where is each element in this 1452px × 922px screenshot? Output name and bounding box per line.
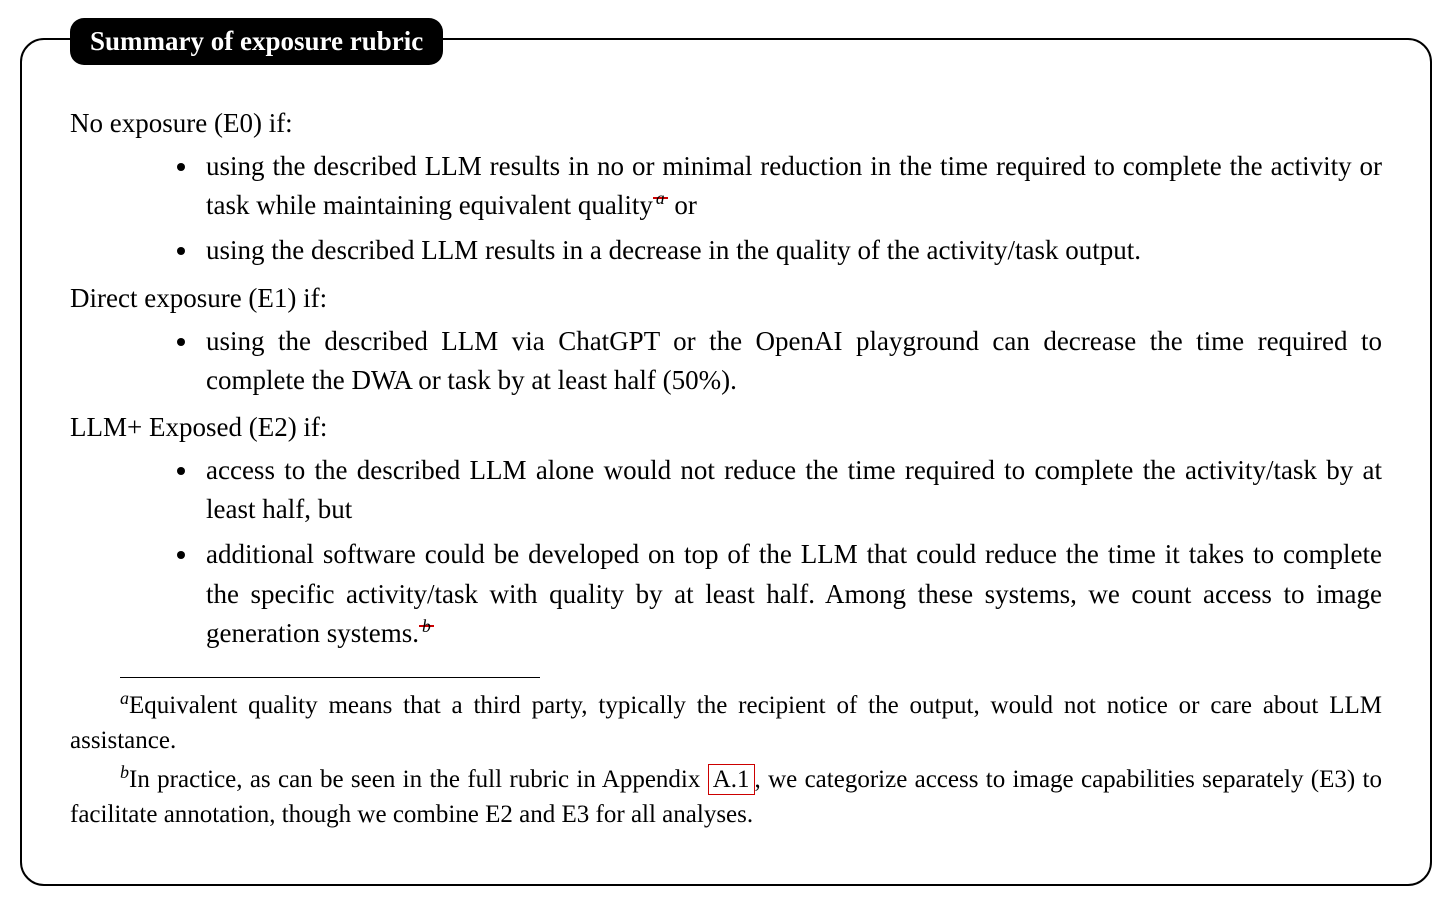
rubric-content: No exposure (E0) if: using the described… xyxy=(70,104,1382,832)
e1-bullets: using the described LLM via ChatGPT or t… xyxy=(70,322,1382,400)
e1-heading: Direct exposure (E1) if: xyxy=(70,279,1382,318)
footnote-marker: a xyxy=(70,688,129,708)
appendix-ref[interactable]: A.1 xyxy=(708,764,755,796)
bullet-text: access to the described LLM alone would … xyxy=(206,455,1382,524)
list-item: additional software could be developed o… xyxy=(200,535,1382,652)
bullet-text: using the described LLM results in no or… xyxy=(206,151,1382,220)
e2-bullets: access to the described LLM alone would … xyxy=(70,451,1382,653)
footnote-text-before: In practice, as can be seen in the full … xyxy=(129,766,708,793)
rubric-box: Summary of exposure rubric No exposure (… xyxy=(20,38,1432,886)
e0-bullets: using the described LLM results in no or… xyxy=(70,147,1382,270)
box-title: Summary of exposure rubric xyxy=(70,18,443,65)
bullet-text: using the described LLM results in a dec… xyxy=(206,235,1141,265)
list-item: using the described LLM results in no or… xyxy=(200,147,1382,225)
bullet-text: using the described LLM via ChatGPT or t… xyxy=(206,326,1382,395)
footnotes: aEquivalent quality means that a third p… xyxy=(70,688,1382,832)
footnote-b: bIn practice, as can be seen in the full… xyxy=(70,762,1382,832)
bullet-text-after: or xyxy=(668,190,697,220)
list-item: using the described LLM via ChatGPT or t… xyxy=(200,322,1382,400)
footnote-text: Equivalent quality means that a third pa… xyxy=(70,692,1382,754)
e2-heading: LLM+ Exposed (E2) if: xyxy=(70,408,1382,447)
footnote-divider xyxy=(120,677,540,678)
footnote-ref-a[interactable]: a xyxy=(653,197,668,199)
e0-heading: No exposure (E0) if: xyxy=(70,104,1382,143)
footnote-a: aEquivalent quality means that a third p… xyxy=(70,688,1382,758)
bullet-text: additional software could be developed o… xyxy=(206,539,1382,647)
footnote-marker: b xyxy=(70,762,129,782)
list-item: using the described LLM results in a dec… xyxy=(200,231,1382,270)
footnote-ref-b[interactable]: b xyxy=(419,625,434,627)
list-item: access to the described LLM alone would … xyxy=(200,451,1382,529)
